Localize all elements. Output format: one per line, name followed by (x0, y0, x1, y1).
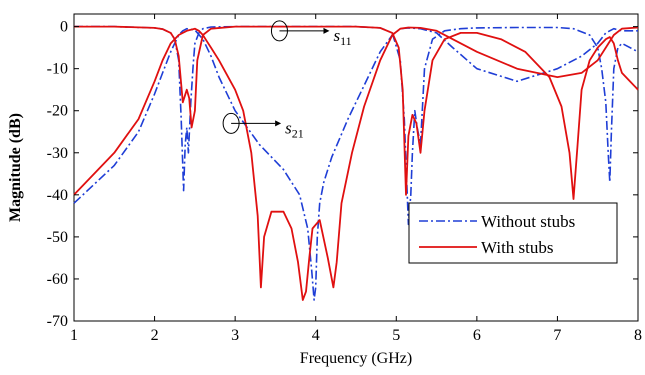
x-axis-title: Frequency (GHz) (300, 350, 412, 367)
legend-box (408, 202, 618, 264)
y-tick-label: -10 (47, 61, 68, 78)
y-tick-label: -70 (47, 313, 68, 330)
legend-label-0: Without stubs (481, 212, 575, 231)
y-axis-title: Magnitude (dB) (7, 113, 24, 222)
x-tick-label: 8 (634, 327, 642, 344)
series-layer (73, 25, 639, 301)
annotation-subscript-21: 21 (292, 126, 304, 140)
annotation-subscript-11: 11 (340, 34, 352, 48)
annotation-arrowhead-21 (275, 120, 282, 127)
x-tick-label: 2 (151, 327, 159, 344)
y-tick-label: -60 (47, 271, 68, 288)
y-tick-label: 0 (60, 19, 68, 36)
x-tick-label: 4 (312, 327, 320, 344)
x-tick-label: 7 (553, 327, 561, 344)
legend: Without stubs With stubs (408, 202, 618, 264)
y-tick-label: -20 (47, 103, 68, 120)
y-tick-label: -40 (47, 187, 68, 204)
x-tick-label: 1 (70, 327, 78, 344)
x-tick-label: 6 (473, 327, 481, 344)
series-1-s21-line (73, 26, 639, 301)
y-tick-label: -50 (47, 229, 68, 246)
x-tick-label: 3 (231, 327, 239, 344)
series-0-s21-line (73, 27, 638, 301)
annotation-arrowhead-11 (323, 27, 330, 34)
series-1-s11-line (74, 25, 639, 200)
plot-area (73, 13, 639, 322)
legend-label-1: With stubs (481, 238, 554, 257)
plot-frame (73, 13, 639, 322)
x-tick-label: 5 (392, 327, 400, 344)
axes-layer: 1 2 3 4 5 6 7 8 0 -10 -20 -30 -40 -50 -60 -70 (47, 14, 642, 344)
y-tick-label: -30 (47, 145, 68, 162)
